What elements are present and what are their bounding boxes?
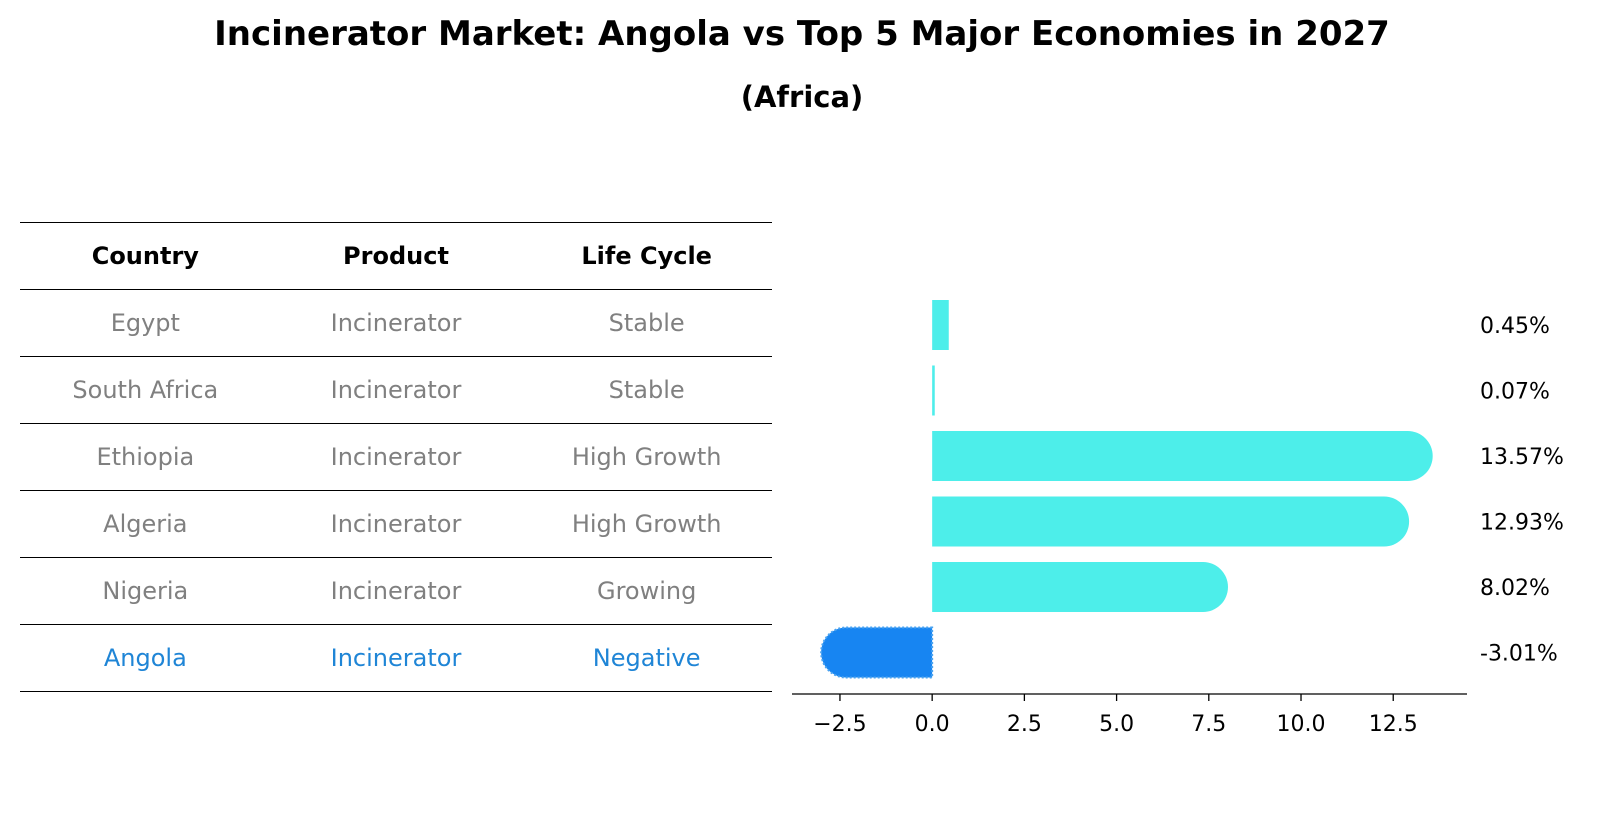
table-row: Ethiopia Incinerator High Growth	[20, 423, 772, 491]
cell-product: Incinerator	[270, 624, 522, 692]
value-label: -3.01%	[1480, 642, 1558, 667]
cell-country: Egypt	[20, 289, 271, 357]
bar-nigeria	[932, 562, 1228, 612]
x-tick-label: 7.5	[1191, 712, 1226, 737]
header-life-cycle: Life Cycle	[521, 222, 772, 290]
cell-life-cycle: Stable	[521, 356, 772, 424]
table-row: Egypt Incinerator Stable	[20, 289, 772, 357]
cell-life-cycle: Stable	[521, 289, 772, 357]
bar-egypt	[932, 300, 949, 350]
x-tick-label: −2.5	[813, 712, 866, 737]
bar-chart: 0.45% 0.07% 13.57% 12.93% 8.02% -3.01% −2.5 0.0…	[792, 300, 1564, 737]
table-row: South Africa Incinerator Stable	[20, 356, 772, 424]
cell-life-cycle: High Growth	[521, 490, 772, 558]
x-tick-label: 10.0	[1277, 712, 1326, 737]
life-cycle-table: Country Product Life Cycle Egypt Inciner…	[20, 222, 772, 692]
header-country: Country	[20, 222, 271, 290]
header-product: Product	[270, 222, 522, 290]
bar-south-africa	[932, 365, 935, 416]
bar-ethiopia	[932, 431, 1433, 481]
x-tick-label: 12.5	[1369, 712, 1418, 737]
cell-country: Ethiopia	[20, 423, 271, 491]
value-label: 13.57%	[1480, 445, 1564, 470]
cell-life-cycle: Growing	[521, 557, 772, 625]
bar-angola	[820, 626, 934, 679]
chart-subtitle: (Africa)	[740, 80, 864, 114]
cell-country: Nigeria	[20, 557, 271, 625]
cell-life-cycle: Negative	[521, 624, 772, 692]
value-label: 0.07%	[1480, 380, 1550, 405]
cell-life-cycle: High Growth	[521, 423, 772, 491]
table-row: Algeria Incinerator High Growth	[20, 490, 772, 558]
value-label: 0.45%	[1480, 314, 1550, 339]
cell-country: South Africa	[20, 356, 271, 424]
cell-product: Incinerator	[270, 557, 522, 625]
value-label: 12.93%	[1480, 511, 1564, 536]
table-header-row: Country Product Life Cycle	[20, 222, 772, 290]
cell-product: Incinerator	[270, 490, 522, 558]
cell-product: Incinerator	[270, 356, 522, 424]
cell-product: Incinerator	[270, 289, 522, 357]
chart-title: Incinerator Market: Angola vs Top 5 Majo…	[214, 14, 1390, 54]
table-row-highlight: Angola Incinerator Negative	[20, 624, 772, 692]
value-label: 8.02%	[1480, 576, 1550, 601]
table-row: Nigeria Incinerator Growing	[20, 557, 772, 625]
x-tick-label: 0.0	[915, 712, 950, 737]
cell-country: Algeria	[20, 490, 271, 558]
x-tick-label: 5.0	[1099, 712, 1134, 737]
cell-product: Incinerator	[270, 423, 522, 491]
x-tick-label: 2.5	[1007, 712, 1042, 737]
bar-algeria	[932, 496, 1410, 547]
cell-country: Angola	[20, 624, 271, 692]
